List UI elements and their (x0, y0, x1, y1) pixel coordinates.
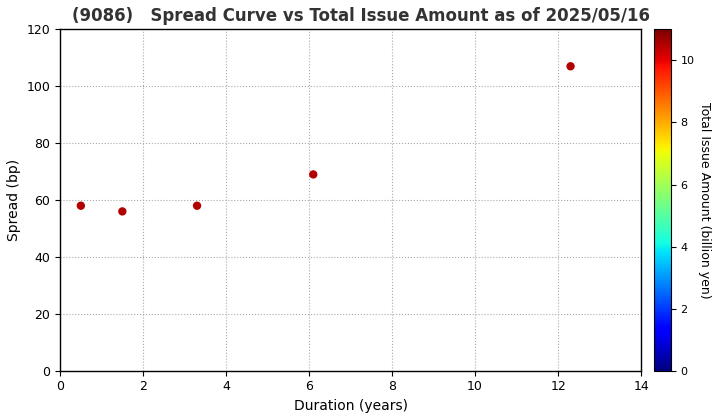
Point (307, 171, 319, 178)
X-axis label: Duration (years): Duration (years) (294, 399, 408, 413)
Y-axis label: Spread (bp): Spread (bp) (7, 159, 21, 241)
Y-axis label: Total Issue Amount (billion yen): Total Issue Amount (billion yen) (698, 102, 711, 298)
Text: (9086)   Spread Curve vs Total Issue Amount as of 2025/05/16: (9086) Spread Curve vs Total Issue Amoun… (72, 7, 649, 25)
Point (564, 63, 576, 70)
Point (192, 202, 203, 209)
Point (75, 202, 86, 209)
Point (117, 208, 128, 215)
